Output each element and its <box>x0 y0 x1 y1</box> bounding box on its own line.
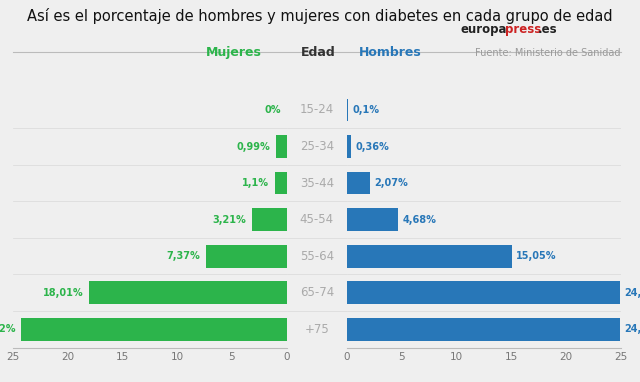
Bar <box>347 208 398 231</box>
Text: 7,37%: 7,37% <box>166 251 200 261</box>
Text: Mujeres: Mujeres <box>205 46 262 59</box>
Text: 0,36%: 0,36% <box>355 141 389 152</box>
Text: 3,21%: 3,21% <box>212 215 246 225</box>
Text: 24,22%: 24,22% <box>0 324 16 334</box>
Text: Hombres: Hombres <box>359 46 422 59</box>
Bar <box>206 245 287 267</box>
Text: 15-24: 15-24 <box>300 104 334 117</box>
Text: 35-44: 35-44 <box>300 176 334 189</box>
Text: Fuente: Ministerio de Sanidad: Fuente: Ministerio de Sanidad <box>476 48 621 58</box>
Bar <box>275 172 287 194</box>
Bar <box>252 208 287 231</box>
Bar <box>347 245 512 267</box>
Text: 65-74: 65-74 <box>300 286 334 299</box>
Text: 2,07%: 2,07% <box>374 178 408 188</box>
Text: 24,89%: 24,89% <box>624 324 640 334</box>
Bar <box>347 282 620 304</box>
Text: 15,05%: 15,05% <box>516 251 557 261</box>
Text: 1,1%: 1,1% <box>242 178 269 188</box>
Text: europa: europa <box>461 23 508 36</box>
Bar <box>347 135 351 158</box>
Bar <box>347 172 370 194</box>
Text: .es: .es <box>538 23 557 36</box>
Text: 0,1%: 0,1% <box>353 105 380 115</box>
Text: Edad: Edad <box>301 46 335 59</box>
Bar <box>347 99 348 121</box>
Text: 0%: 0% <box>265 105 281 115</box>
Text: 18,01%: 18,01% <box>44 288 84 298</box>
Bar <box>347 318 620 341</box>
Bar <box>90 282 287 304</box>
Text: +75: +75 <box>305 323 329 336</box>
Text: 24,92%: 24,92% <box>624 288 640 298</box>
Text: 55-64: 55-64 <box>300 250 334 263</box>
Bar <box>21 318 287 341</box>
Bar <box>276 135 287 158</box>
Text: 0,99%: 0,99% <box>237 141 270 152</box>
Text: Así es el porcentaje de hombres y mujeres con diabetes en cada grupo de edad: Así es el porcentaje de hombres y mujere… <box>27 8 613 24</box>
Text: press: press <box>505 23 541 36</box>
Text: 4,68%: 4,68% <box>403 215 436 225</box>
Text: 25-34: 25-34 <box>300 140 334 153</box>
Text: 45-54: 45-54 <box>300 213 334 226</box>
